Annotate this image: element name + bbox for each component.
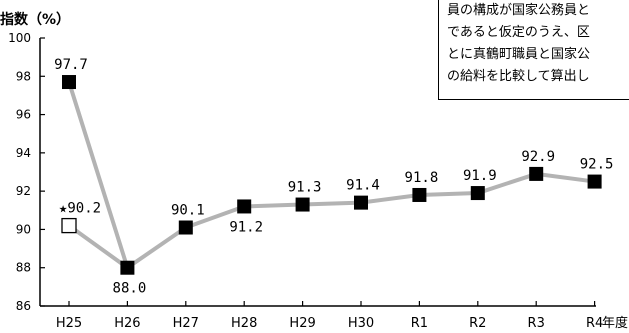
- x-axis-label: 年度: [602, 315, 628, 331]
- y-tick-label: 98: [16, 69, 31, 83]
- x-tick-label: R3: [528, 316, 545, 331]
- data-point-marker: [412, 187, 427, 202]
- data-point-marker: [237, 199, 252, 214]
- note-line: 員の構成が国家公務員と: [447, 3, 591, 18]
- x-tick-label: H26: [114, 316, 140, 331]
- data-label: 91.3: [288, 180, 322, 196]
- x-tick-label: H29: [289, 316, 315, 331]
- y-tick-label: 88: [16, 261, 31, 275]
- data-point-marker: [587, 174, 602, 189]
- x-tick-label: R2: [469, 316, 486, 331]
- x-tick-label: R4: [586, 316, 603, 331]
- x-tick-label: H27: [173, 316, 199, 331]
- note-line: であると仮定のうえ、区: [447, 25, 590, 40]
- data-point-marker: [178, 220, 193, 235]
- data-label: 91.8: [405, 170, 439, 186]
- data-point-marker: [120, 260, 135, 275]
- data-label: 91.2: [229, 219, 263, 235]
- note-box: 員の構成が国家公務員と であると仮定のうえ、区 とに真鶴町職員と国家公 の給料を…: [438, 0, 629, 100]
- special-point-marker: [61, 217, 77, 234]
- data-point-marker: [529, 166, 544, 181]
- data-label: 97.7: [54, 57, 88, 73]
- note-line: の給料を比較して算出し: [447, 69, 590, 84]
- x-tick-label: H25: [56, 316, 82, 331]
- data-point-marker: [470, 186, 485, 201]
- special-point-label: ★90.2: [59, 201, 101, 217]
- data-point-marker: [295, 197, 310, 212]
- special-connector-line: [67, 223, 130, 270]
- data-point-marker: [62, 75, 76, 90]
- data-label: 91.9: [463, 168, 497, 184]
- series-line: [67, 81, 595, 270]
- y-tick-label: 94: [16, 146, 31, 160]
- note-line: とに真鶴町職員と国家公: [447, 47, 591, 62]
- data-label: 88.0: [113, 281, 147, 297]
- data-point-marker: [354, 195, 368, 210]
- data-label: 91.4: [346, 178, 380, 194]
- x-tick-label: H28: [231, 316, 257, 331]
- y-tick-label: 90: [16, 222, 31, 236]
- y-tick-label: 86: [16, 299, 31, 313]
- y-axis-label: 指数（%）: [0, 11, 70, 28]
- y-tick-label: 96: [16, 108, 31, 122]
- x-tick-label: H30: [348, 316, 374, 331]
- data-label: 90.1: [171, 203, 205, 219]
- y-tick-label: 92: [16, 184, 31, 198]
- x-tick-label: R1: [411, 316, 428, 331]
- data-label: 92.9: [521, 149, 555, 165]
- y-tick-label: 100: [8, 31, 31, 45]
- data-label: 92.5: [580, 157, 614, 173]
